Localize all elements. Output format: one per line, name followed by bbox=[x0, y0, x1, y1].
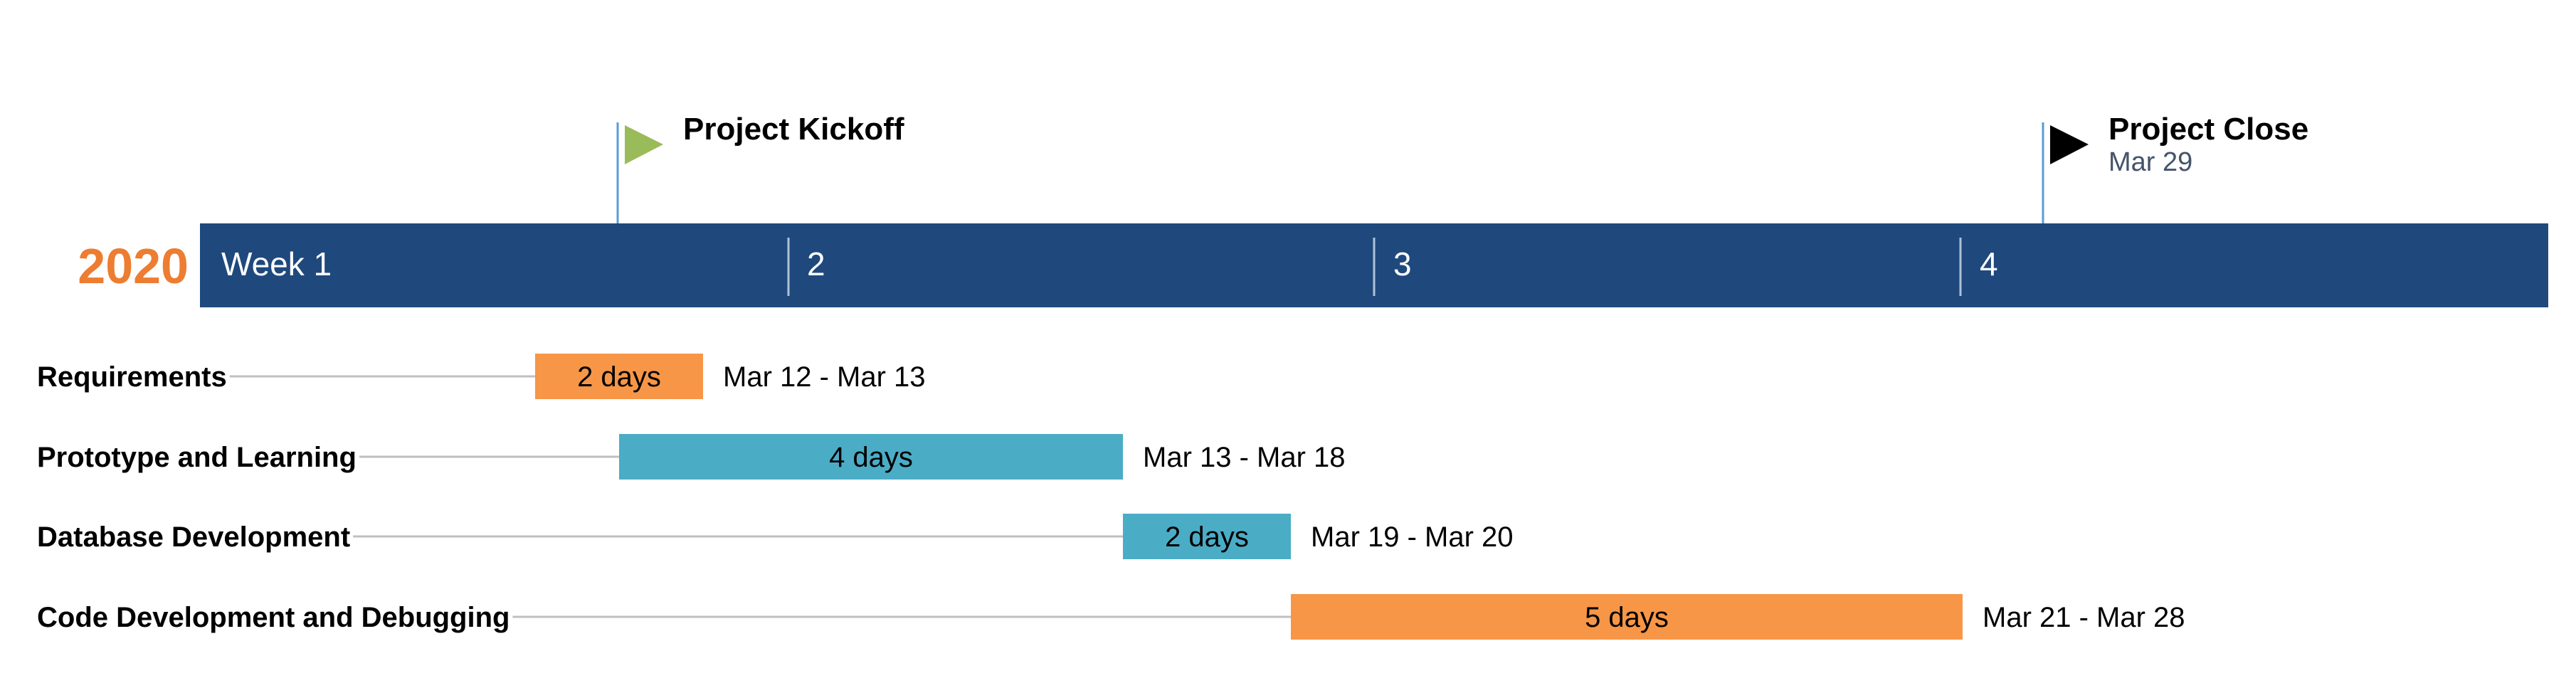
task-label: Prototype and Learning bbox=[37, 442, 357, 473]
task-label: Code Development and Debugging bbox=[37, 602, 510, 633]
task-duration: 2 days bbox=[577, 361, 661, 393]
milestone-flag-icon bbox=[625, 125, 663, 164]
week-label: Week 1 bbox=[221, 245, 332, 282]
task-bar bbox=[1291, 594, 1963, 640]
milestone-label: Project Close bbox=[2108, 112, 2308, 147]
task-date-range: Mar 21 - Mar 28 bbox=[1983, 602, 2185, 633]
task-bar bbox=[535, 354, 703, 399]
task-duration: 5 days bbox=[1585, 602, 1669, 633]
milestone-label: Project Kickoff bbox=[683, 112, 904, 147]
task-date-range: Mar 12 - Mar 13 bbox=[723, 361, 926, 393]
milestone-flag-icon bbox=[2050, 125, 2089, 164]
task-label: Requirements bbox=[37, 361, 227, 393]
year-label: 2020 bbox=[78, 238, 189, 294]
task-bar bbox=[619, 434, 1123, 480]
week-label: 4 bbox=[1980, 245, 1998, 282]
task-date-range: Mar 19 - Mar 20 bbox=[1311, 521, 1514, 553]
task-duration: 4 days bbox=[829, 442, 913, 473]
week-label: 2 bbox=[807, 245, 825, 282]
week-label: 3 bbox=[1393, 245, 1412, 282]
task-bar bbox=[1123, 514, 1291, 559]
milestone-date: Mar 29 bbox=[2108, 147, 2192, 177]
task-duration: 2 days bbox=[1165, 521, 1249, 553]
task-label: Database Development bbox=[37, 521, 350, 553]
task-date-range: Mar 13 - Mar 18 bbox=[1143, 442, 1346, 473]
